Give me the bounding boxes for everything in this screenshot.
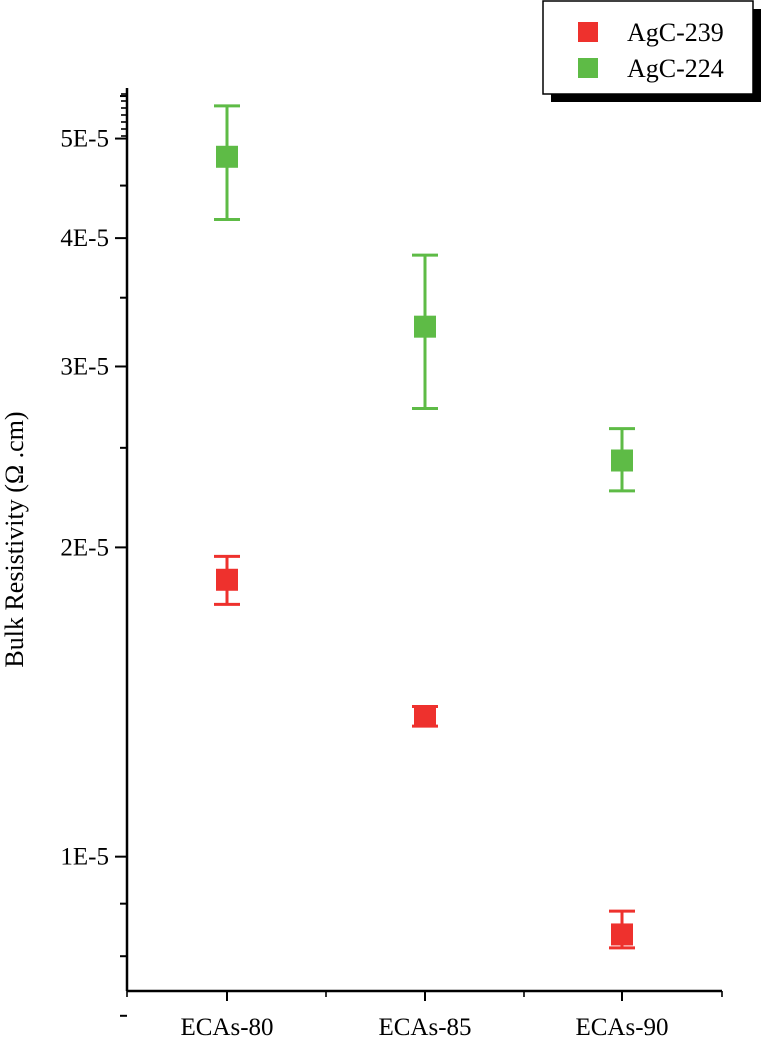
legend-label: AgC-239 (627, 18, 724, 47)
y-tick-label: 2E-5 (60, 534, 109, 561)
x-tick-label: ECAs-90 (575, 1014, 668, 1037)
y-tick-label: 3E-5 (60, 353, 109, 380)
y-tick-label: 4E-5 (60, 225, 109, 252)
data-point-agc-239 (414, 705, 436, 728)
markers (216, 145, 633, 946)
legend-box (542, 0, 754, 95)
data-point-agc-224 (611, 449, 633, 472)
legend: AgC-239 AgC-224 (542, 0, 761, 102)
legend-swatch (578, 58, 598, 78)
data-point-agc-224 (414, 315, 436, 338)
legend-swatch (578, 22, 598, 42)
y-axis-title: Bulk Resistivity (Ω .cm) (0, 411, 29, 667)
x-tick-label: ECAs-80 (180, 1014, 273, 1037)
data-point-agc-239 (611, 923, 633, 946)
axes (115, 88, 723, 1017)
error-bars (214, 104, 635, 950)
y-tick-label: 1E-5 (60, 844, 109, 871)
y-tick-label: 5E-5 (60, 126, 109, 153)
legend-label: AgC-224 (627, 54, 724, 83)
data-point-agc-239 (216, 568, 238, 591)
data-point-agc-224 (216, 145, 238, 168)
x-tick-label: ECAs-85 (378, 1014, 471, 1037)
